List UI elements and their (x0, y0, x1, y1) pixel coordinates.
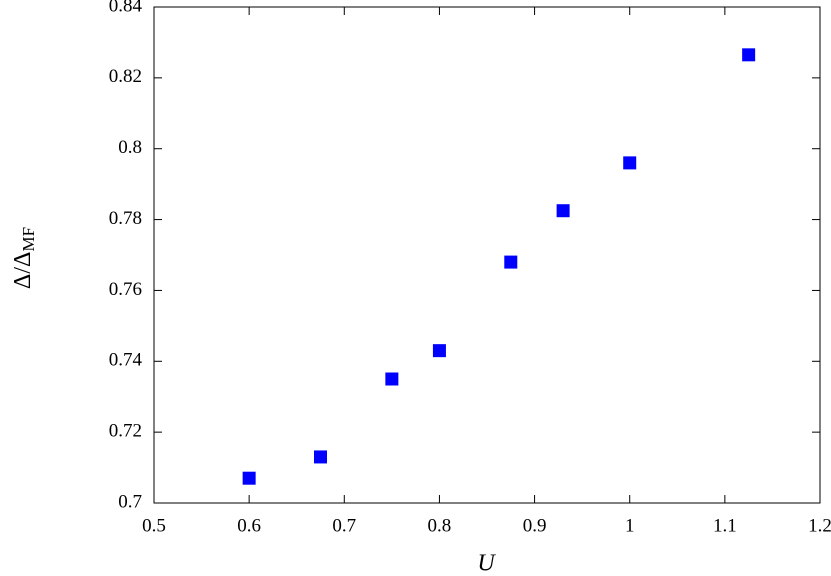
x-tick-label: 0.5 (142, 515, 166, 536)
point (385, 372, 399, 386)
point (504, 255, 518, 269)
y-tick-label: 0.72 (109, 421, 142, 442)
point (314, 450, 327, 464)
y-tick-label: 0.74 (109, 350, 143, 371)
point (556, 204, 570, 218)
y-axis-title-subscript: MF (19, 227, 38, 252)
x-tick-label: 1.1 (713, 515, 737, 536)
y-tick-label: 0.76 (109, 279, 142, 300)
y-tick-label: 0.7 (118, 491, 142, 512)
y-axis-title-main: Δ/Δ (10, 252, 36, 290)
y-axis-title: Δ/ΔMF (10, 227, 38, 289)
x-tick-label: 1 (625, 515, 635, 536)
point (623, 156, 637, 170)
y-tick-label: 0.8 (118, 137, 142, 158)
x-tick-label: 0.6 (237, 515, 261, 536)
x-axis-title: U (477, 551, 496, 576)
y-tick-label: 0.84 (109, 0, 143, 16)
y-tick-label: 0.78 (109, 208, 142, 229)
point (242, 471, 256, 485)
x-tick-label: 0.7 (332, 515, 356, 536)
x-tick-label: 0.8 (428, 515, 452, 536)
point (742, 48, 756, 62)
x-tick-label: 1.2 (808, 515, 831, 536)
plot-frame (153, 6, 821, 504)
x-tick-label: 0.9 (523, 515, 547, 536)
point (432, 344, 446, 358)
y-tick-label: 0.82 (109, 66, 142, 87)
